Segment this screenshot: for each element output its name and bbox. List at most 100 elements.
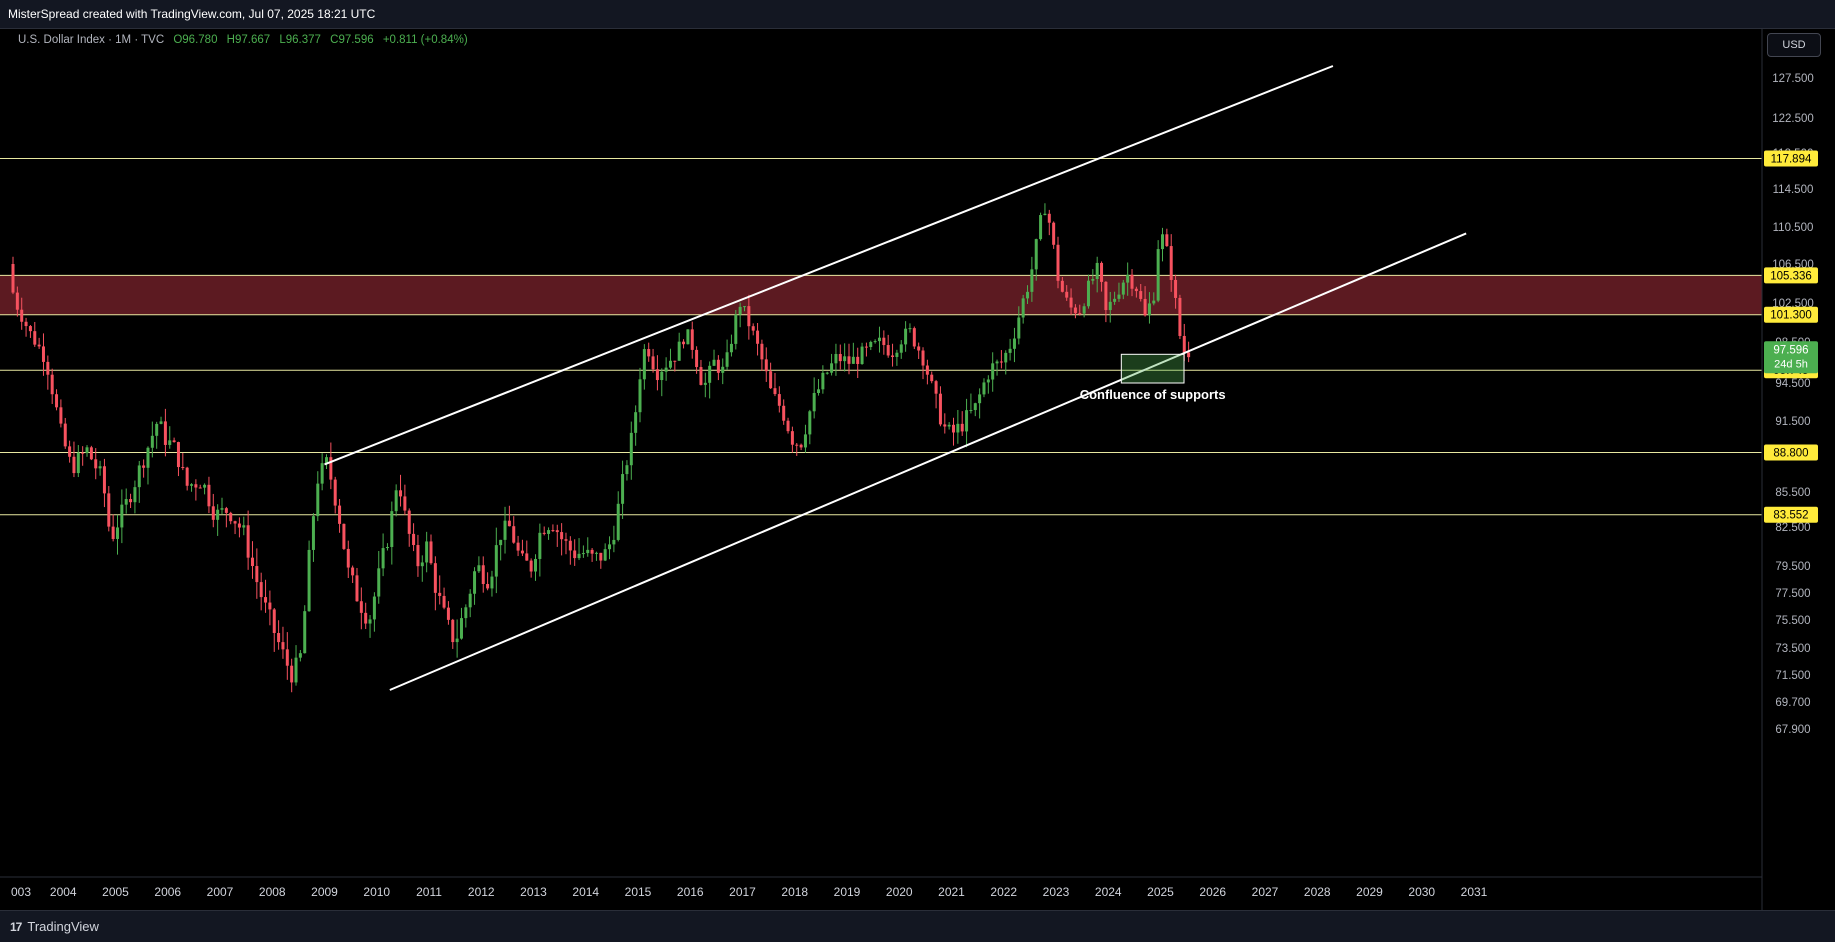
candle-body bbox=[255, 566, 259, 583]
candle-body bbox=[486, 583, 490, 589]
candle-body bbox=[882, 337, 886, 346]
candle-body bbox=[812, 392, 816, 412]
candle-body bbox=[938, 393, 942, 425]
chart-area[interactable]: Confluence of supports127.500122.500118.… bbox=[0, 29, 1835, 910]
candle-body bbox=[268, 602, 272, 610]
candle-body bbox=[664, 367, 668, 372]
price-axis-tick-label: 73.500 bbox=[1775, 643, 1810, 655]
symbol-legend: U.S. Dollar Index · 1M · TVC O96.780 H97… bbox=[18, 34, 474, 46]
trendline[interactable] bbox=[324, 65, 1334, 466]
candle-body bbox=[686, 329, 690, 345]
candle-body bbox=[912, 328, 916, 347]
candle-body bbox=[520, 550, 524, 554]
tradingview-brand[interactable]: 17 TradingView bbox=[10, 919, 99, 934]
candle-body bbox=[412, 533, 416, 546]
candle-body bbox=[586, 549, 590, 554]
candle-body bbox=[50, 374, 54, 395]
candle-body bbox=[599, 552, 603, 561]
candle-body bbox=[1012, 338, 1016, 349]
chart-background bbox=[0, 29, 1835, 910]
candle-body bbox=[703, 382, 707, 385]
price-axis-tick-label: 91.500 bbox=[1775, 416, 1810, 428]
candle-body bbox=[877, 337, 881, 342]
candle-body bbox=[81, 452, 85, 454]
candle-body bbox=[529, 560, 533, 572]
candle-body bbox=[307, 549, 311, 612]
candle-body bbox=[660, 371, 664, 381]
candle-body bbox=[1134, 288, 1138, 292]
candle-body bbox=[1165, 234, 1169, 247]
candle-body bbox=[682, 341, 686, 345]
time-axis-tick-label: 2012 bbox=[468, 885, 495, 899]
candle-body bbox=[181, 467, 185, 469]
candle-body bbox=[168, 440, 172, 445]
candle-body bbox=[85, 447, 89, 454]
candle-body bbox=[760, 343, 764, 360]
time-axis-tick-label: 2020 bbox=[886, 885, 913, 899]
candle-body bbox=[930, 374, 934, 382]
candle-body bbox=[102, 466, 106, 494]
time-axis-tick-label: 2027 bbox=[1252, 885, 1279, 899]
time-axis-tick-label: 2009 bbox=[311, 885, 338, 899]
candle-body bbox=[1169, 246, 1173, 280]
trendline[interactable] bbox=[389, 232, 1467, 691]
candle-body bbox=[1161, 234, 1164, 250]
candle-body bbox=[416, 545, 420, 567]
open-value: O96.780 bbox=[173, 34, 218, 46]
confluence-annotation[interactable]: Confluence of supports bbox=[1080, 387, 1226, 402]
candle-body bbox=[494, 545, 498, 577]
candle-body bbox=[46, 361, 50, 375]
symbol-title: U.S. Dollar Index · 1M · TVC bbox=[18, 34, 165, 46]
candle-body bbox=[738, 306, 742, 315]
candle-body bbox=[969, 410, 973, 412]
candle-body bbox=[133, 487, 137, 503]
candle-body bbox=[11, 264, 15, 293]
candle-body bbox=[368, 619, 372, 624]
candle-body bbox=[1052, 222, 1056, 245]
candle-body bbox=[891, 355, 895, 357]
support-zone-box[interactable] bbox=[1120, 353, 1185, 384]
candle-body bbox=[1039, 215, 1043, 240]
candle-body bbox=[708, 365, 712, 383]
candle-body bbox=[847, 356, 851, 364]
price-level-tag bbox=[1764, 506, 1818, 523]
candle-body bbox=[603, 549, 607, 561]
candle-body bbox=[198, 487, 202, 489]
candle-body bbox=[316, 483, 320, 517]
candle-body bbox=[468, 593, 472, 608]
candle-body bbox=[433, 563, 437, 593]
candle-body bbox=[1078, 313, 1082, 315]
candle-body bbox=[451, 619, 455, 643]
candle-body bbox=[673, 360, 677, 362]
candle-body bbox=[329, 457, 333, 480]
candle-body bbox=[925, 365, 929, 375]
candle-body bbox=[612, 539, 616, 545]
candle-body bbox=[142, 465, 146, 468]
candle-body bbox=[1008, 348, 1012, 353]
candle-body bbox=[355, 575, 359, 602]
time-axis-tick-label: 2006 bbox=[154, 885, 181, 899]
price-axis-tick-label: 110.500 bbox=[1773, 222, 1814, 234]
candle-body bbox=[455, 638, 459, 643]
candle-body bbox=[817, 389, 821, 393]
chart-header-bar: MisterSpread created with TradingView.co… bbox=[0, 0, 1835, 29]
candle-body bbox=[952, 424, 955, 433]
candle-body bbox=[1017, 317, 1021, 339]
time-axis-tick-label: 2008 bbox=[259, 885, 286, 899]
candle-body bbox=[512, 526, 516, 543]
price-chart[interactable]: Confluence of supports127.500122.500118.… bbox=[0, 29, 1835, 910]
candle-body bbox=[277, 633, 281, 643]
currency-button[interactable]: USD bbox=[1767, 33, 1821, 57]
candle-body bbox=[146, 447, 150, 468]
resistance-zone[interactable] bbox=[0, 275, 1762, 315]
candle-body bbox=[1121, 282, 1125, 295]
candle-body bbox=[973, 403, 977, 411]
candle-body bbox=[359, 601, 363, 613]
candle-body bbox=[364, 612, 368, 624]
candle-body bbox=[1069, 297, 1073, 308]
candle-body bbox=[634, 412, 638, 433]
tradingview-brand-label: TradingView bbox=[27, 919, 99, 934]
price-level-tag bbox=[1764, 306, 1818, 323]
candle-body bbox=[1187, 352, 1191, 358]
candle-body bbox=[873, 341, 877, 343]
